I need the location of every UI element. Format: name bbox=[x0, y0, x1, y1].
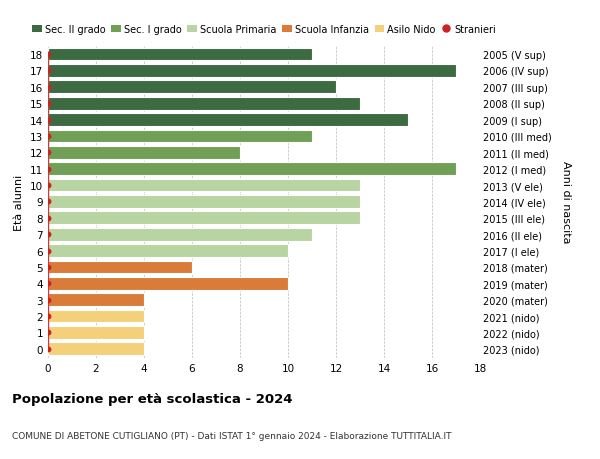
Bar bbox=[48, 163, 456, 176]
Bar bbox=[48, 212, 360, 224]
Point bbox=[43, 231, 53, 238]
Point bbox=[43, 67, 53, 75]
Bar bbox=[48, 196, 360, 208]
Point bbox=[43, 51, 53, 59]
Point bbox=[43, 198, 53, 206]
Point bbox=[43, 345, 53, 353]
Bar bbox=[48, 228, 312, 241]
Point bbox=[43, 149, 53, 157]
Bar bbox=[48, 261, 192, 274]
Legend: Sec. II grado, Sec. I grado, Scuola Primaria, Scuola Infanzia, Asilo Nido, Stran: Sec. II grado, Sec. I grado, Scuola Prim… bbox=[32, 25, 496, 35]
Bar bbox=[48, 114, 408, 127]
Text: COMUNE DI ABETONE CUTIGLIANO (PT) - Dati ISTAT 1° gennaio 2024 - Elaborazione TU: COMUNE DI ABETONE CUTIGLIANO (PT) - Dati… bbox=[12, 431, 452, 441]
Point bbox=[43, 100, 53, 107]
Text: Popolazione per età scolastica - 2024: Popolazione per età scolastica - 2024 bbox=[12, 392, 293, 405]
Point bbox=[43, 329, 53, 336]
Point bbox=[43, 84, 53, 91]
Bar bbox=[48, 326, 144, 339]
Bar bbox=[48, 294, 144, 306]
Bar bbox=[48, 98, 360, 110]
Point bbox=[43, 117, 53, 124]
Bar bbox=[48, 81, 336, 94]
Bar bbox=[48, 65, 456, 78]
Point bbox=[43, 280, 53, 287]
Point bbox=[43, 215, 53, 222]
Y-axis label: Anni di nascita: Anni di nascita bbox=[561, 161, 571, 243]
Point bbox=[43, 166, 53, 173]
Bar bbox=[48, 146, 240, 159]
Bar bbox=[48, 310, 144, 323]
Point bbox=[43, 297, 53, 304]
Bar bbox=[48, 130, 312, 143]
Point bbox=[43, 133, 53, 140]
Bar bbox=[48, 245, 288, 257]
Bar bbox=[48, 277, 288, 290]
Y-axis label: Età alunni: Età alunni bbox=[14, 174, 25, 230]
Point bbox=[43, 313, 53, 320]
Bar bbox=[48, 49, 312, 61]
Bar bbox=[48, 179, 360, 192]
Point bbox=[43, 263, 53, 271]
Point bbox=[43, 182, 53, 189]
Bar bbox=[48, 343, 144, 355]
Point bbox=[43, 247, 53, 255]
